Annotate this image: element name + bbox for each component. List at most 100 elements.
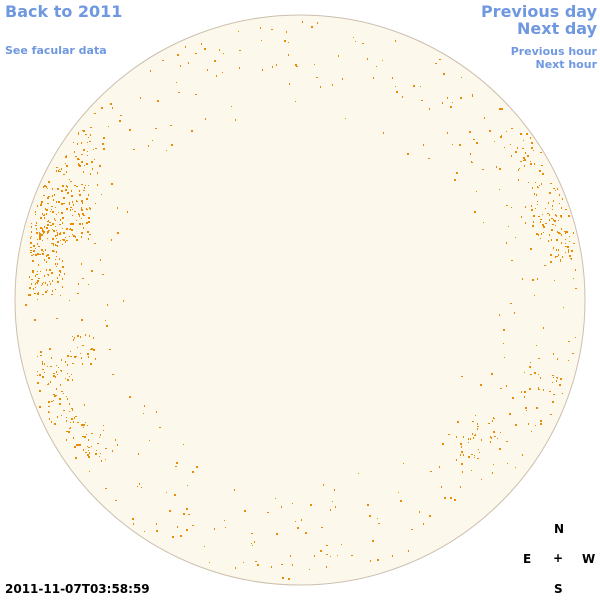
facula xyxy=(540,377,541,379)
facula xyxy=(552,209,553,210)
facula xyxy=(321,527,323,528)
facula xyxy=(140,97,141,99)
facula xyxy=(56,318,58,319)
facula xyxy=(49,270,50,271)
facula xyxy=(48,383,49,385)
facula xyxy=(46,209,48,211)
facula xyxy=(489,130,491,132)
previous-day-link[interactable]: Previous day xyxy=(480,2,597,21)
next-hour-link[interactable]: Next hour xyxy=(535,58,598,71)
facula xyxy=(52,195,53,196)
facula xyxy=(29,287,31,289)
facula xyxy=(533,221,534,223)
facula xyxy=(443,73,445,75)
facula xyxy=(201,43,202,45)
facula xyxy=(534,372,536,374)
facula xyxy=(558,220,559,221)
facula xyxy=(56,214,57,215)
facula xyxy=(553,200,554,202)
next-day-link[interactable]: Next day xyxy=(517,19,597,38)
facula xyxy=(85,334,86,336)
facula xyxy=(286,31,287,33)
facula xyxy=(54,395,56,397)
facula xyxy=(345,118,346,119)
facula xyxy=(540,170,541,172)
facula xyxy=(261,40,262,41)
facula xyxy=(557,378,558,379)
facula xyxy=(492,472,493,474)
facula xyxy=(57,416,58,418)
facula xyxy=(367,58,368,60)
facula xyxy=(310,504,312,506)
facula xyxy=(358,473,359,474)
facula xyxy=(47,274,48,275)
facula xyxy=(494,141,495,142)
facula xyxy=(540,221,541,223)
facula xyxy=(89,471,90,472)
facula xyxy=(47,290,48,291)
facula xyxy=(541,233,542,235)
facula xyxy=(61,370,62,372)
facula xyxy=(86,434,87,435)
facula xyxy=(450,106,452,108)
facula xyxy=(452,144,453,145)
facula xyxy=(150,70,151,72)
facula xyxy=(166,150,167,151)
facula xyxy=(65,189,67,191)
facula xyxy=(67,364,68,366)
facula xyxy=(563,307,564,308)
facula xyxy=(103,148,105,150)
facula xyxy=(50,211,51,212)
facula xyxy=(101,194,102,195)
facula xyxy=(85,422,86,423)
facula xyxy=(421,100,423,101)
facula xyxy=(549,219,550,221)
facula xyxy=(56,371,57,373)
facula xyxy=(37,382,38,384)
facula xyxy=(314,64,315,65)
facula xyxy=(550,254,552,256)
facula xyxy=(74,185,76,186)
facula xyxy=(63,203,65,204)
facula xyxy=(196,466,198,468)
facula xyxy=(552,375,554,376)
facula xyxy=(543,389,544,391)
facula xyxy=(222,72,223,73)
facula xyxy=(115,439,116,441)
facula xyxy=(239,50,241,51)
facula xyxy=(561,207,562,209)
facula xyxy=(61,212,63,214)
facula xyxy=(103,425,104,426)
facula xyxy=(74,356,76,358)
facula xyxy=(129,396,131,398)
facula xyxy=(504,147,505,148)
facula xyxy=(83,424,85,426)
facula xyxy=(47,224,49,226)
facula xyxy=(81,184,83,185)
facula xyxy=(69,376,70,377)
facula xyxy=(79,215,80,217)
facula xyxy=(186,508,188,510)
facula xyxy=(107,304,108,306)
facula xyxy=(530,137,531,139)
facula xyxy=(469,131,471,133)
facula xyxy=(338,55,339,57)
facula xyxy=(80,353,81,354)
facula xyxy=(55,220,56,221)
facula xyxy=(288,54,289,56)
facula xyxy=(288,42,289,43)
facula xyxy=(392,555,393,557)
facula xyxy=(102,143,104,145)
facula xyxy=(68,431,70,433)
facula xyxy=(90,127,92,128)
back-link[interactable]: Back to 2011 xyxy=(5,2,123,21)
facula xyxy=(549,391,551,392)
facula xyxy=(521,391,522,393)
facula xyxy=(95,203,96,204)
facula xyxy=(48,230,50,231)
facula xyxy=(48,181,50,183)
previous-hour-link[interactable]: Previous hour xyxy=(510,45,597,58)
facula xyxy=(209,562,210,563)
facular-link[interactable]: See facular data xyxy=(5,44,107,57)
facula xyxy=(94,113,96,114)
